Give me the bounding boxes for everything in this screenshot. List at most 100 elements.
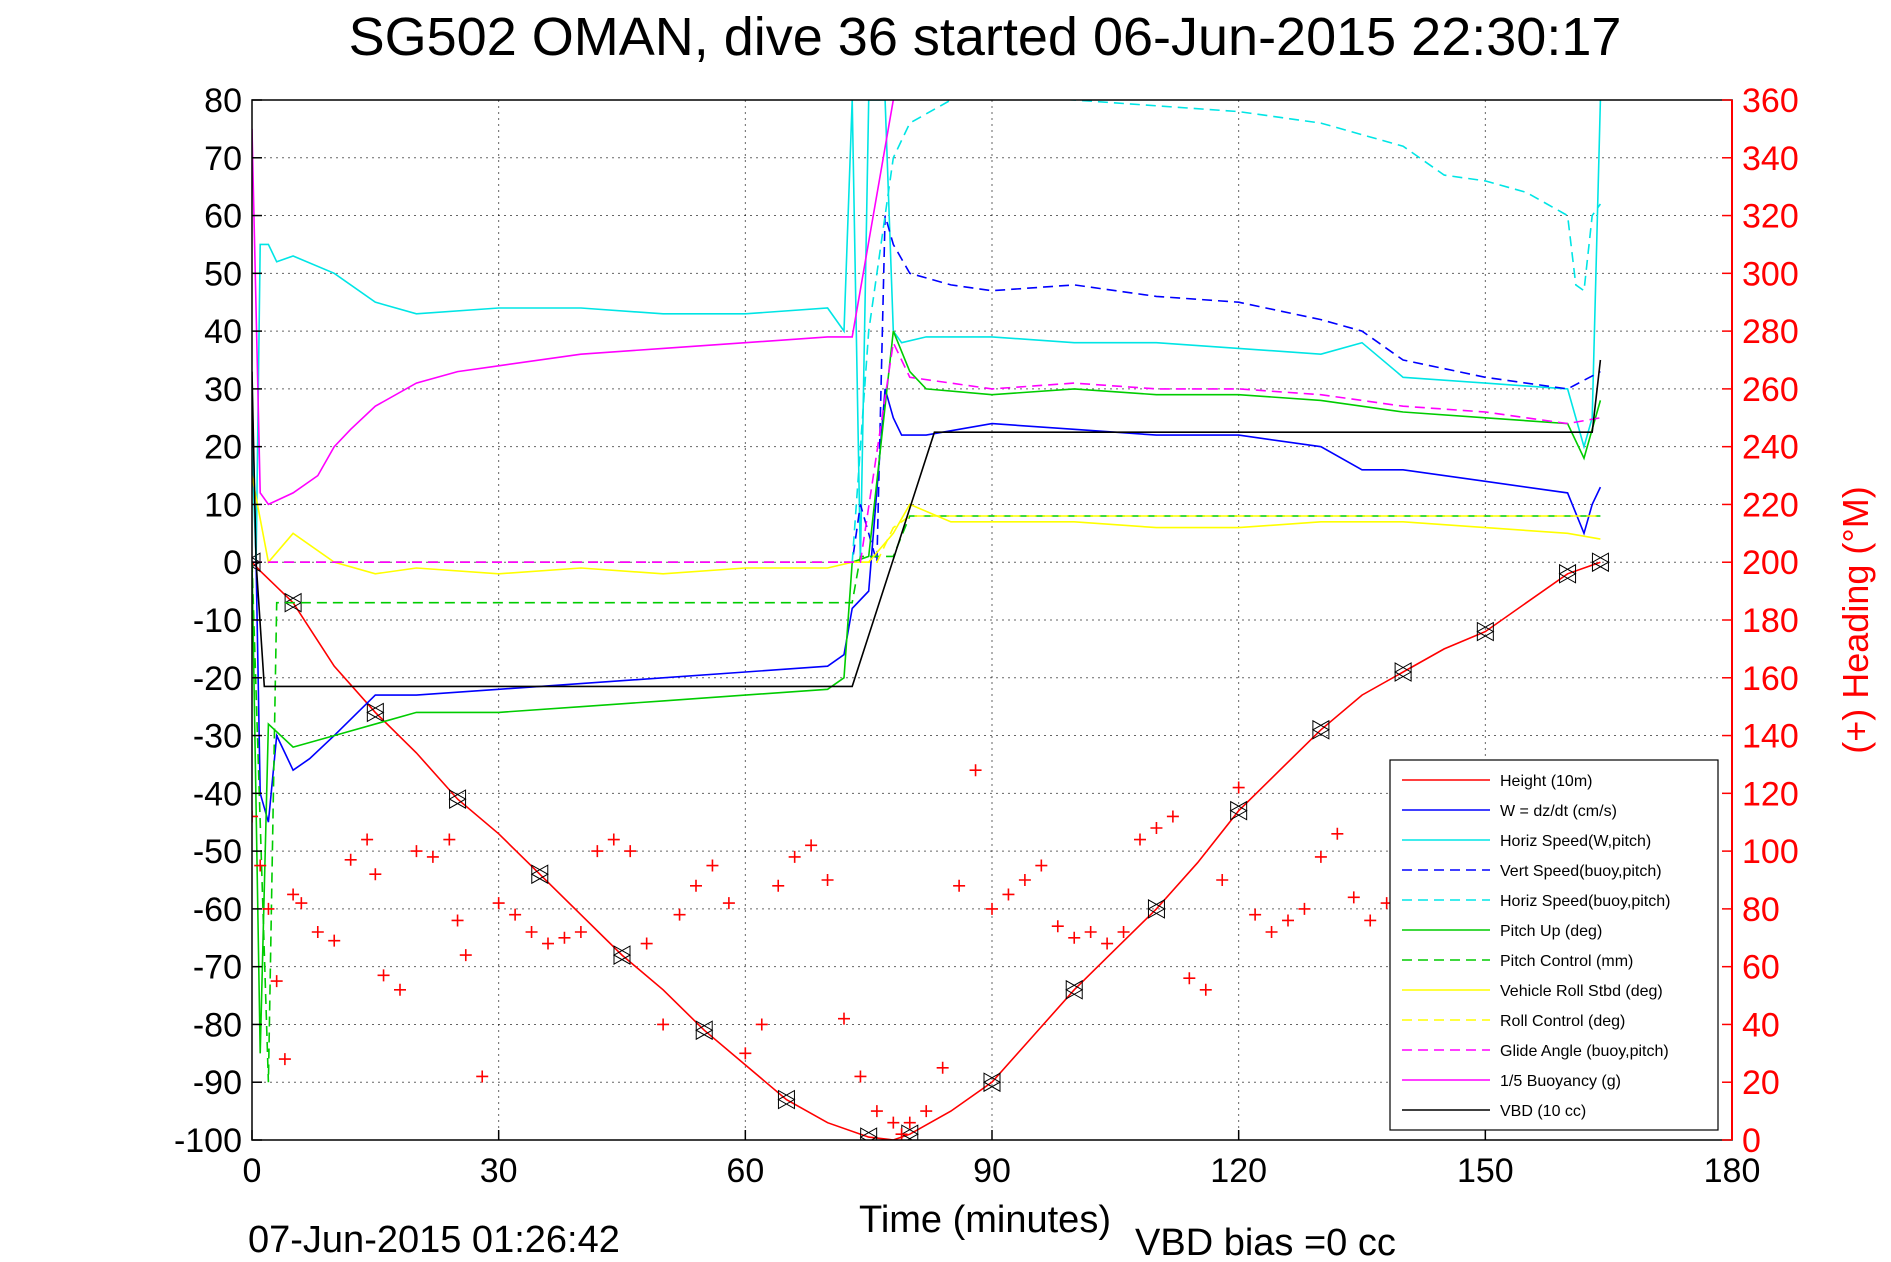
heading-point bbox=[1134, 833, 1146, 846]
heading-point bbox=[903, 1116, 916, 1129]
legend-entry: W = dz/dt (cm/s) bbox=[1500, 803, 1617, 820]
heading-point bbox=[607, 833, 620, 846]
chart-title: SG502 OMAN, dive 36 started 06-Jun-2015 … bbox=[349, 7, 1622, 67]
heading-point bbox=[772, 879, 785, 892]
depth-marker bbox=[860, 1127, 878, 1140]
series-vehicle-roll-stbd-deg bbox=[252, 475, 1601, 575]
ticks-layer: 0 30 60 90 120 150 18080706050403020100-10-20-… bbox=[174, 82, 1799, 1190]
y-left-tick-label: 80 bbox=[204, 82, 242, 120]
y-left-tick-label: 20 bbox=[204, 429, 242, 467]
series-horiz-speed-buoy-pitch bbox=[851, 100, 1602, 563]
y-right-tick-label: 360 bbox=[1742, 82, 1799, 120]
heading-point bbox=[1249, 908, 1262, 921]
legend-entry: Height (10m) bbox=[1500, 773, 1592, 790]
heading-point bbox=[1051, 920, 1064, 933]
y-left-tick-label: -60 bbox=[193, 891, 242, 929]
series-w-dz-dt-cm-s-line bbox=[252, 388, 1602, 823]
depth-marker bbox=[1147, 899, 1166, 919]
heading-point bbox=[1150, 822, 1163, 834]
y-right-tick-label: 240 bbox=[1742, 429, 1799, 467]
series-pitch-control-mm-line bbox=[252, 515, 1601, 1083]
heading-point bbox=[252, 810, 258, 823]
y-right-tick-label: 180 bbox=[1742, 602, 1799, 640]
legend: Height (10m) W = dz/dt (cm/s) Horiz Speed(… bbox=[1389, 759, 1719, 1131]
y-left-tick-label: -30 bbox=[193, 718, 242, 756]
y-left-tick-label: 70 bbox=[204, 140, 242, 178]
depth-marker bbox=[449, 789, 467, 809]
heading-point bbox=[640, 937, 653, 950]
heading-point bbox=[722, 897, 735, 910]
heading-point bbox=[1166, 810, 1179, 823]
heading-point bbox=[558, 931, 571, 944]
heading-point bbox=[838, 1012, 850, 1025]
heading-point bbox=[1216, 874, 1229, 886]
heading-point bbox=[1068, 931, 1081, 944]
y-right-tick-label: 160 bbox=[1742, 660, 1799, 698]
heading-point bbox=[361, 833, 374, 846]
heading-point bbox=[1265, 926, 1278, 938]
heading-point bbox=[328, 934, 341, 947]
y-left-tick-label: 60 bbox=[204, 198, 242, 236]
y-left-tick-label: -100 bbox=[174, 1122, 242, 1160]
heading-point bbox=[394, 983, 406, 996]
heading-point bbox=[369, 868, 382, 881]
x-axis-label: Time (minutes) bbox=[859, 1199, 1111, 1241]
heading-point bbox=[1018, 874, 1031, 886]
y-right-tick-label: 20 bbox=[1742, 1064, 1780, 1102]
heading-point bbox=[624, 845, 637, 858]
y-right-tick-label: 220 bbox=[1742, 486, 1799, 524]
heading-point bbox=[953, 879, 966, 892]
heading-point bbox=[1282, 914, 1294, 927]
depth-marker bbox=[366, 702, 385, 723]
heading-point bbox=[788, 850, 801, 863]
y-left-tick-label: 50 bbox=[204, 255, 242, 293]
series-glide-angle-buoy-pitch-line bbox=[252, 339, 1601, 563]
heading-point bbox=[657, 1018, 670, 1031]
heading-point bbox=[1035, 859, 1048, 872]
y-left-tick-label: -40 bbox=[193, 775, 242, 813]
y-left-tick-label: -70 bbox=[193, 949, 242, 987]
y-right-tick-label: 120 bbox=[1742, 775, 1799, 813]
heading-point bbox=[1002, 888, 1015, 901]
heading-point bbox=[986, 902, 998, 915]
heading-point bbox=[295, 897, 308, 910]
legend-entry: Pitch Up (deg) bbox=[1500, 923, 1602, 940]
heading-point bbox=[673, 908, 686, 921]
depth-marker bbox=[613, 945, 632, 965]
heading-point bbox=[254, 859, 267, 872]
series-w-dz-dt-cm-s bbox=[252, 388, 1602, 823]
y-right-tick-label: 200 bbox=[1742, 544, 1799, 582]
depth-marker bbox=[1230, 800, 1248, 821]
series-vbd-10-cc bbox=[252, 359, 1602, 688]
series-roll-control-deg bbox=[252, 515, 1601, 563]
heading-point bbox=[1101, 937, 1114, 950]
heading-point bbox=[805, 839, 818, 852]
heading-point bbox=[443, 833, 456, 846]
y-right-tick-label: 280 bbox=[1742, 313, 1799, 351]
heading-point bbox=[895, 1128, 908, 1140]
y-right-tick-label: 340 bbox=[1742, 140, 1799, 178]
series-1-5-buoyancy-g bbox=[252, 100, 895, 506]
depth-marker bbox=[695, 1020, 714, 1041]
series-pitch-control-mm bbox=[252, 515, 1601, 1083]
heading-point bbox=[969, 764, 982, 777]
heading-point bbox=[755, 1018, 768, 1031]
legend-entry: Horiz Speed(W,pitch) bbox=[1500, 833, 1651, 850]
series-pitch-up-deg bbox=[252, 330, 1602, 1054]
x-tick-label: 120 bbox=[1210, 1152, 1267, 1190]
y-right-tick-label: 100 bbox=[1742, 833, 1799, 871]
y-left-tick-label: -20 bbox=[193, 660, 242, 698]
heading-point bbox=[591, 845, 604, 858]
y-right-tick-label: 320 bbox=[1742, 198, 1799, 236]
y-left-tick-label: 10 bbox=[204, 486, 242, 524]
heading-point bbox=[344, 853, 357, 866]
series-vehicle-roll-stbd-deg-line bbox=[252, 475, 1601, 575]
series-horiz-speed-buoy-pitch-line bbox=[851, 100, 1602, 563]
series-glide-angle-buoy-pitch bbox=[252, 339, 1601, 563]
legend-entry: VBD (10 cc) bbox=[1500, 1103, 1586, 1120]
depth-marker bbox=[1476, 621, 1495, 642]
y-left-tick-label: -90 bbox=[193, 1064, 242, 1102]
heading-point bbox=[1331, 827, 1344, 840]
heading-point bbox=[278, 1053, 291, 1066]
